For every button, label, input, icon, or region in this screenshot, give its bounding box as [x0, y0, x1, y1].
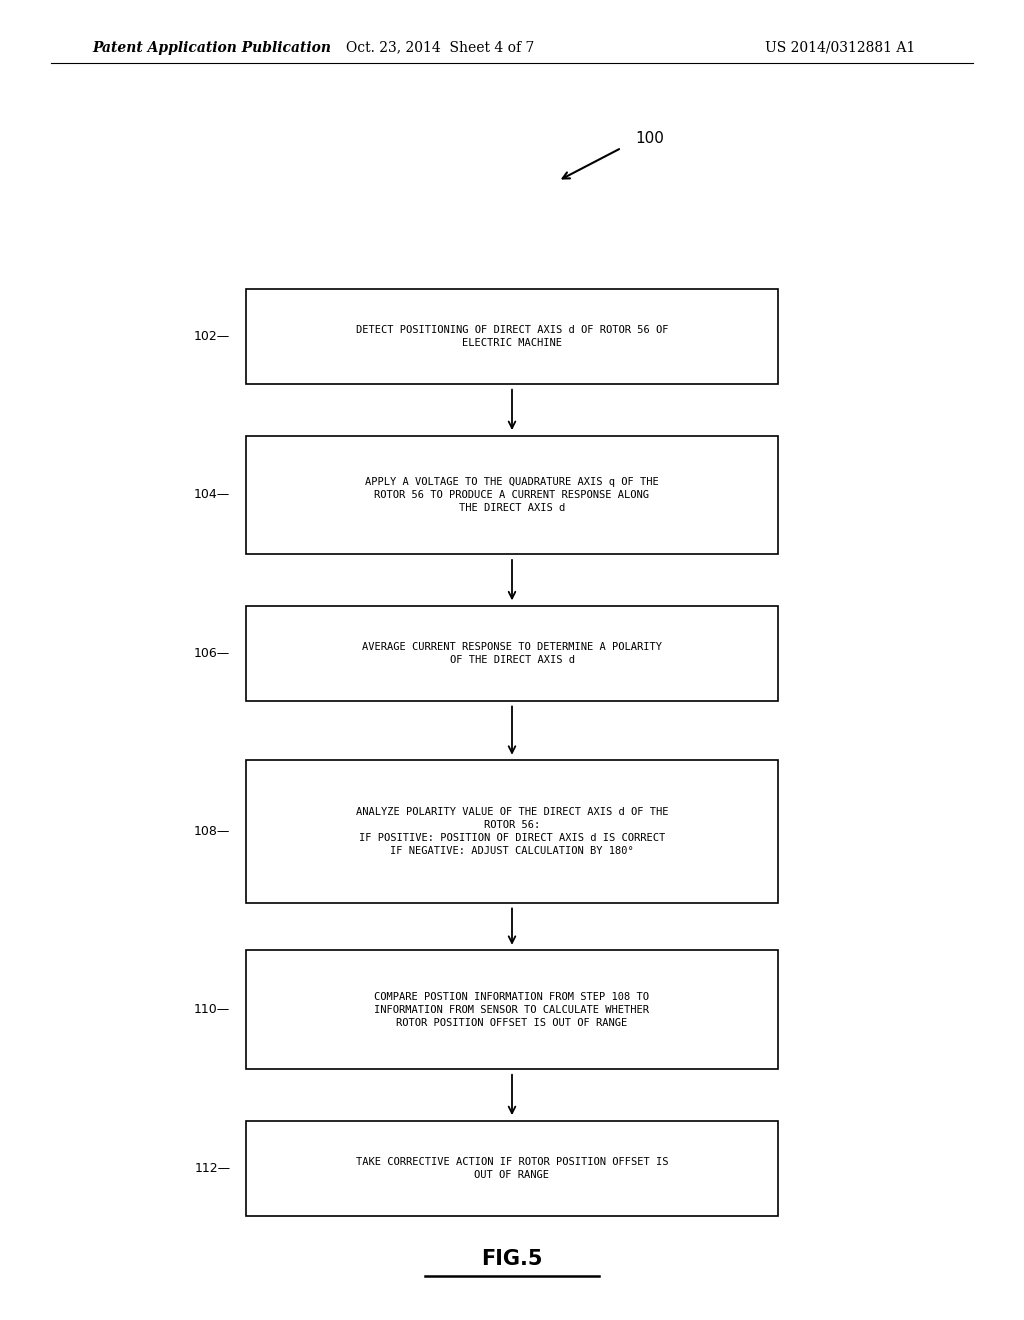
Text: 102—: 102— — [195, 330, 230, 343]
Text: 100: 100 — [635, 131, 664, 147]
FancyBboxPatch shape — [246, 1121, 778, 1216]
Text: ANALYZE POLARITY VALUE OF THE DIRECT AXIS d OF THE
ROTOR 56:
IF POSITIVE: POSITI: ANALYZE POLARITY VALUE OF THE DIRECT AXI… — [355, 807, 669, 857]
FancyBboxPatch shape — [246, 950, 778, 1069]
Text: 106—: 106— — [195, 647, 230, 660]
Text: DETECT POSITIONING OF DIRECT AXIS d OF ROTOR 56 OF
ELECTRIC MACHINE: DETECT POSITIONING OF DIRECT AXIS d OF R… — [355, 325, 669, 348]
Text: 108—: 108— — [194, 825, 230, 838]
FancyBboxPatch shape — [246, 289, 778, 384]
Text: US 2014/0312881 A1: US 2014/0312881 A1 — [765, 41, 914, 54]
Text: COMPARE POSTION INFORMATION FROM STEP 108 TO
INFORMATION FROM SENSOR TO CALCULAT: COMPARE POSTION INFORMATION FROM STEP 10… — [375, 991, 649, 1028]
FancyBboxPatch shape — [246, 606, 778, 701]
Text: FIG.5: FIG.5 — [481, 1249, 543, 1270]
FancyBboxPatch shape — [246, 760, 778, 903]
FancyBboxPatch shape — [246, 436, 778, 554]
Text: 104—: 104— — [195, 488, 230, 502]
Text: APPLY A VOLTAGE TO THE QUADRATURE AXIS q OF THE
ROTOR 56 TO PRODUCE A CURRENT RE: APPLY A VOLTAGE TO THE QUADRATURE AXIS q… — [366, 477, 658, 513]
Text: Oct. 23, 2014  Sheet 4 of 7: Oct. 23, 2014 Sheet 4 of 7 — [346, 41, 535, 54]
Text: AVERAGE CURRENT RESPONSE TO DETERMINE A POLARITY
OF THE DIRECT AXIS d: AVERAGE CURRENT RESPONSE TO DETERMINE A … — [362, 642, 662, 665]
Text: 110—: 110— — [195, 1003, 230, 1016]
Text: Patent Application Publication: Patent Application Publication — [92, 41, 331, 54]
Text: TAKE CORRECTIVE ACTION IF ROTOR POSITION OFFSET IS
OUT OF RANGE: TAKE CORRECTIVE ACTION IF ROTOR POSITION… — [355, 1156, 669, 1180]
Text: 112—: 112— — [195, 1162, 230, 1175]
